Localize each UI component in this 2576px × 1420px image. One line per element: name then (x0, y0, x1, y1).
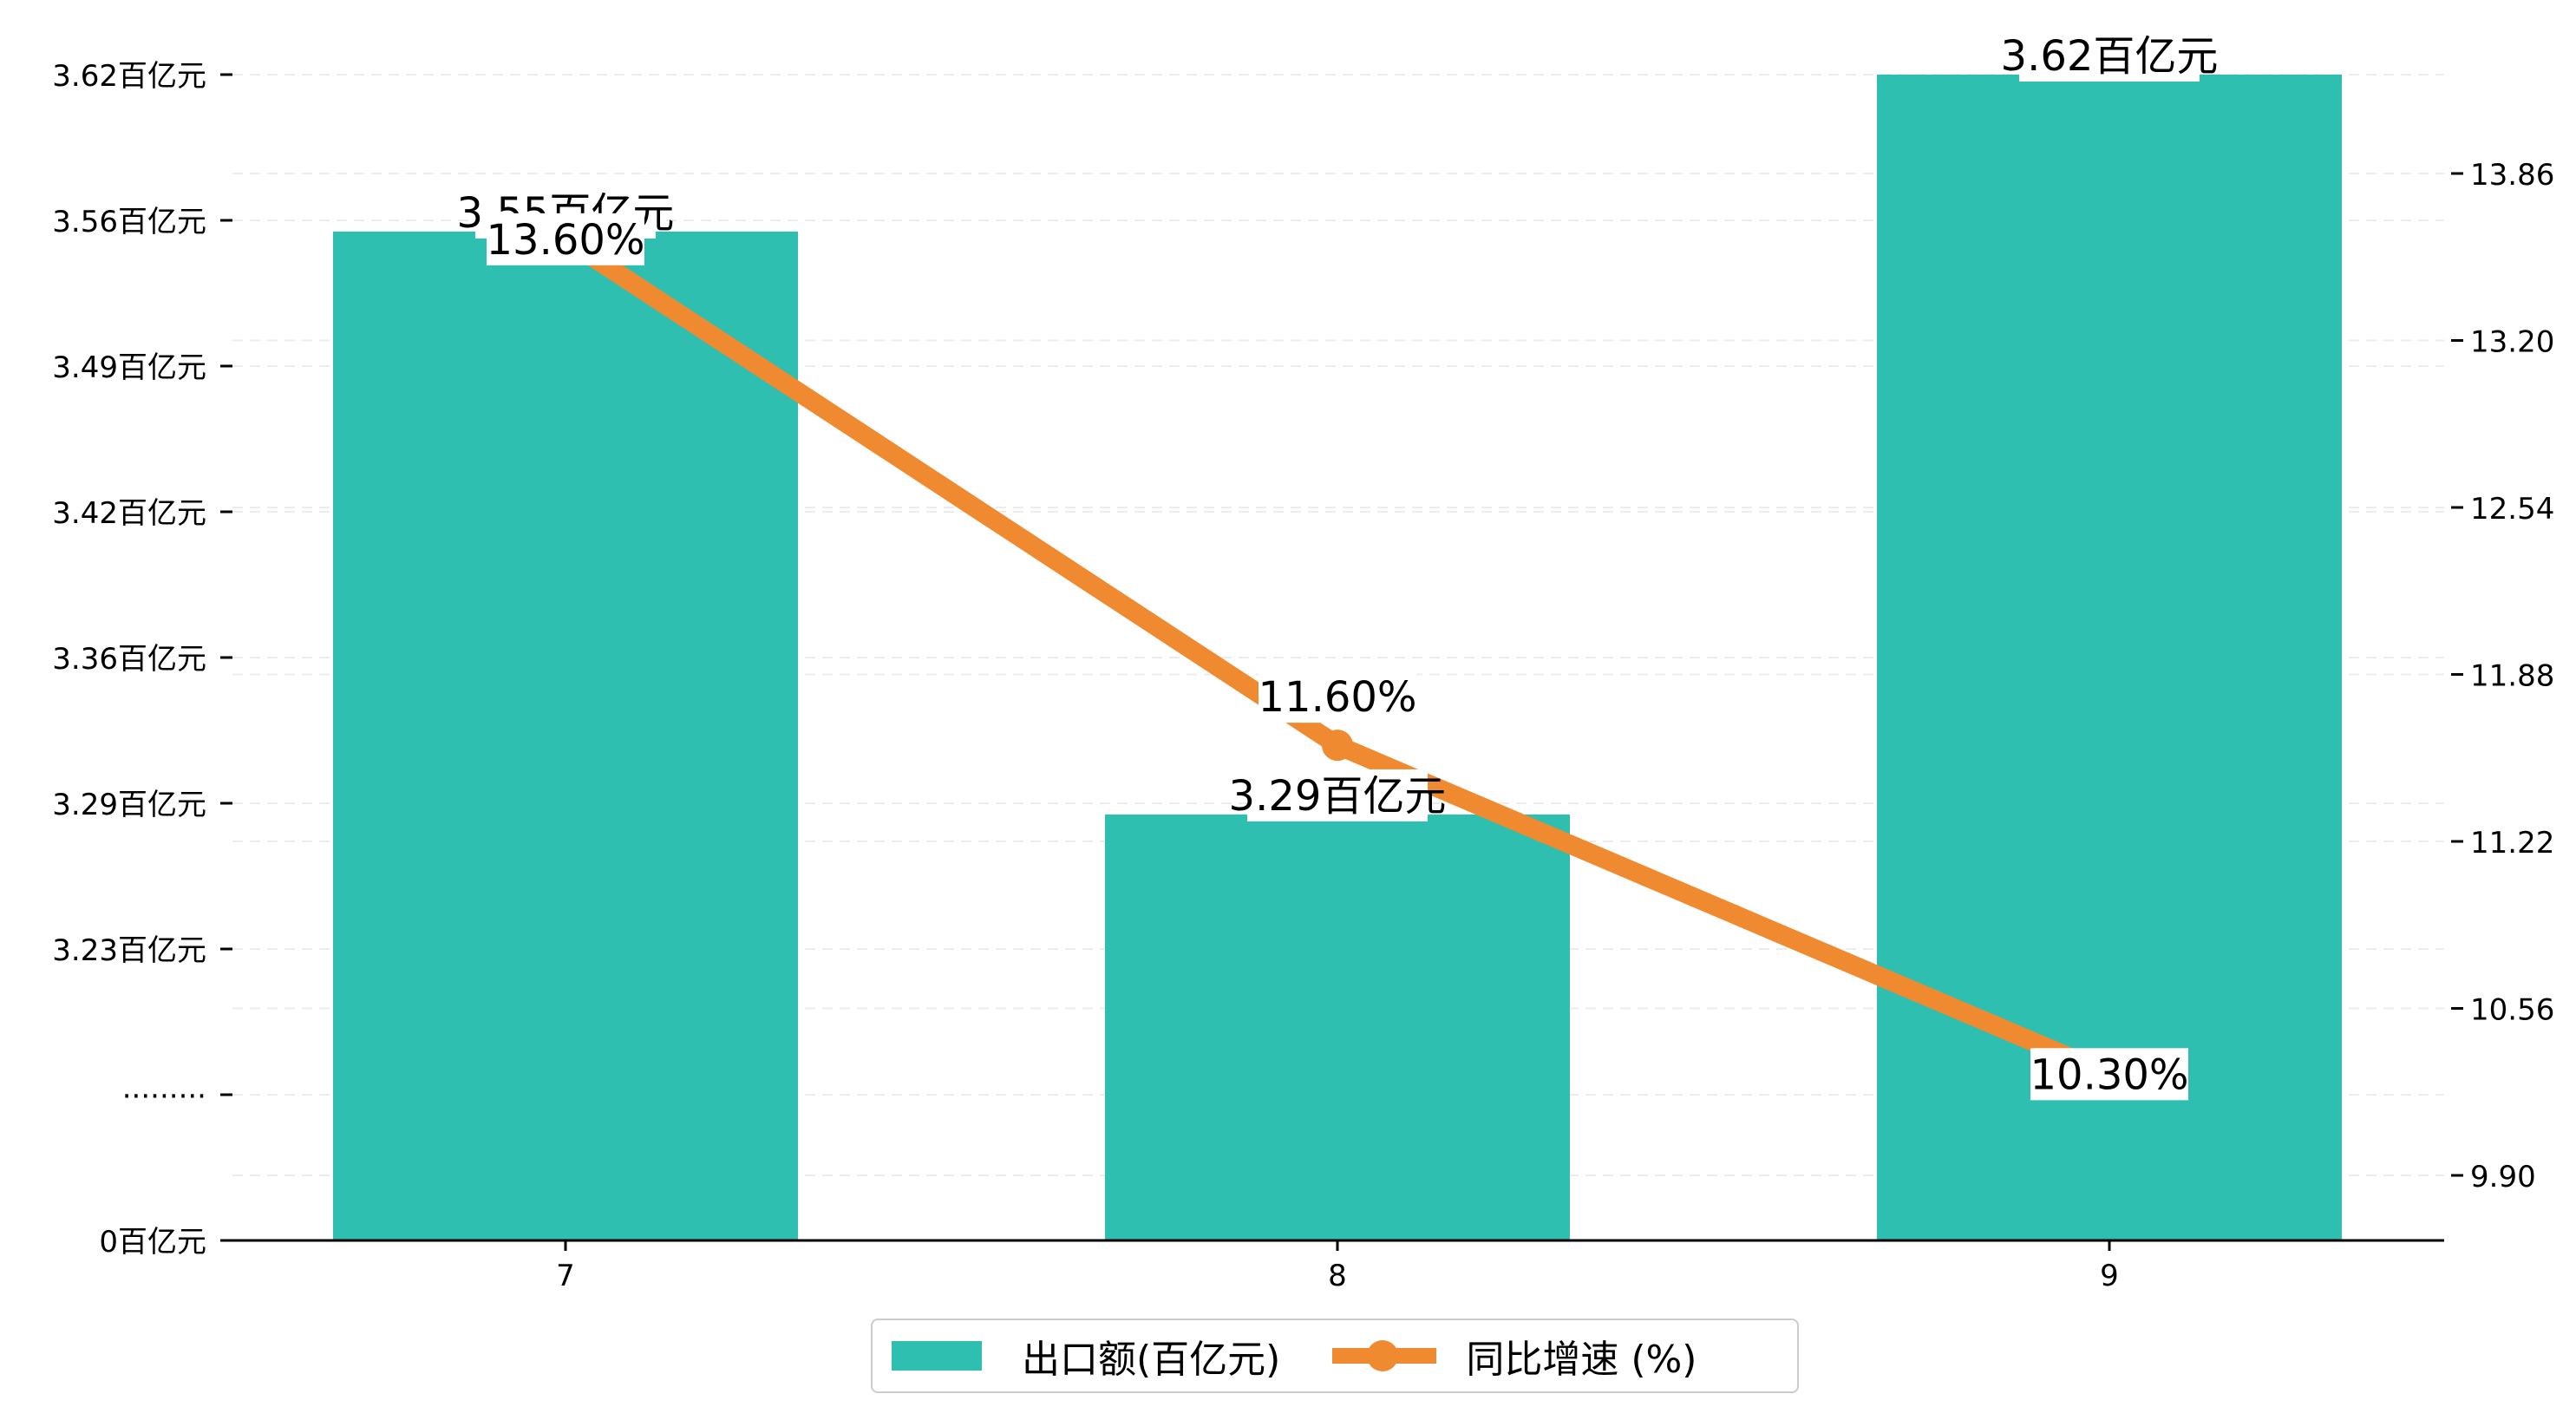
axes: 0百亿元 ········· 3.23百亿元 3.29百亿元 3.36百亿元 3.42百亿… (52, 59, 2554, 1293)
legend-line-label: 同比增速 (%) (1466, 1338, 1697, 1382)
growth-label-9-bg (2030, 1048, 2188, 1101)
legend-item-bar: 出口额(百亿元) (873, 1328, 1280, 1384)
right-tick-label: 13.86 (2470, 158, 2554, 193)
right-tick-label: 11.22 (2470, 826, 2554, 861)
bar-7 (333, 231, 798, 1240)
left-tick-label: 0百亿元 (99, 1225, 206, 1260)
x-tick-label: 9 (2100, 1259, 2119, 1293)
legend: 出口额(百亿元) 同比增速 (%) (871, 1319, 1799, 1393)
x-tick-label: 7 (556, 1259, 575, 1293)
bar-label-9-bg (2019, 29, 2200, 82)
left-tick-label: 3.56百亿元 (52, 205, 206, 239)
right-tick-label: 13.20 (2470, 325, 2554, 360)
bar-8 (1105, 814, 1570, 1240)
bar-label-9: 3.62百亿元 (2001, 32, 2219, 81)
left-tick-label: 3.29百亿元 (52, 788, 206, 822)
right-tick-label: 9.90 (2470, 1160, 2536, 1194)
left-tick-label: 3.36百亿元 (52, 642, 206, 677)
x-tick-label: 8 (1328, 1259, 1347, 1293)
right-tick-label: 11.88 (2470, 659, 2554, 694)
left-tick-label: ········· (122, 1079, 206, 1114)
right-tick-label: 10.56 (2470, 993, 2554, 1028)
bars (333, 75, 2342, 1240)
legend-bar-label: 出口额(百亿元) (1022, 1338, 1281, 1382)
bar-label-8-bg (1247, 769, 1428, 821)
left-tick-label: 3.62百亿元 (52, 59, 206, 94)
bar-label-8: 3.29百亿元 (1229, 772, 1447, 821)
legend-bar-swatch (892, 1341, 982, 1371)
left-tick-label: 3.42百亿元 (52, 496, 206, 531)
growth-point-8 (1322, 730, 1353, 762)
legend-line-swatch (1332, 1340, 1437, 1371)
right-tick-label: 12.54 (2470, 492, 2554, 527)
left-tick-label: 3.23百亿元 (52, 933, 206, 968)
growth-label-7: 13.60% (486, 216, 644, 265)
growth-label-9: 10.30% (2030, 1050, 2188, 1099)
bar-9 (1877, 75, 2342, 1240)
growth-label-8-bg (1259, 671, 1416, 723)
growth-label-8: 11.60% (1258, 673, 1416, 722)
growth-label-7-bg (487, 213, 644, 265)
left-tick-label: 3.49百亿元 (52, 350, 206, 385)
legend-item-line: 同比增速 (%) (1280, 1328, 1697, 1384)
